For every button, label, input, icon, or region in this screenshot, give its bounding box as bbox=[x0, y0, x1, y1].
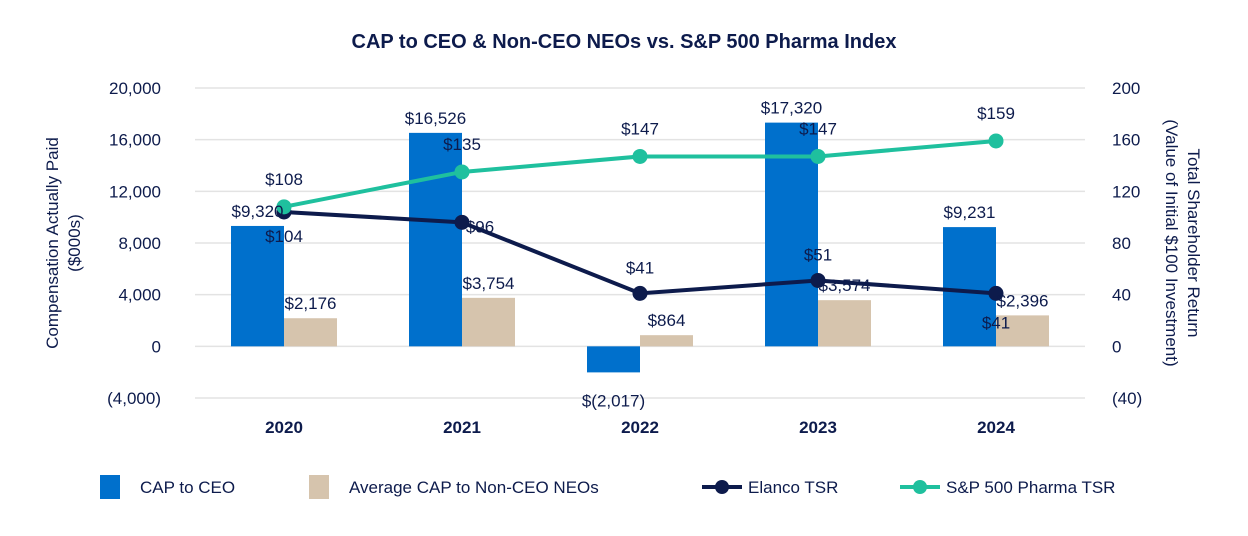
elanco-tsr-point bbox=[810, 272, 826, 288]
bar-cap-ceo bbox=[231, 225, 284, 347]
data-label-elanco-tsr: $96 bbox=[466, 217, 494, 236]
legend-marker bbox=[913, 480, 927, 494]
x-tick-label: 2020 bbox=[265, 418, 303, 437]
sp500-pharma-tsr-point bbox=[632, 148, 648, 164]
y-tick-label: 4,000 bbox=[118, 286, 161, 305]
sp500-pharma-tsr-point bbox=[988, 133, 1004, 149]
bar-cap-neo bbox=[462, 297, 515, 347]
bar-cap-ceo bbox=[943, 227, 996, 347]
legend-label: CAP to CEO bbox=[140, 478, 235, 497]
x-tick-label: 2022 bbox=[621, 418, 659, 437]
bars bbox=[231, 122, 1049, 373]
y-tick-label: (4,000) bbox=[107, 389, 161, 408]
bar-cap-neo bbox=[818, 300, 871, 347]
y-tick-label: 12,000 bbox=[109, 182, 161, 201]
legend-swatch bbox=[100, 475, 120, 499]
sp500-pharma-tsr-point bbox=[810, 148, 826, 164]
elanco-tsr-point bbox=[988, 285, 1004, 301]
chart-title: CAP to CEO & Non-CEO NEOs vs. S&P 500 Ph… bbox=[352, 31, 897, 53]
data-label-cap-ceo: $17,320 bbox=[761, 99, 822, 118]
lines bbox=[276, 133, 1004, 301]
y-tick-label: 16,000 bbox=[109, 131, 161, 150]
legend-label: Average CAP to Non-CEO NEOs bbox=[349, 478, 599, 497]
y2-tick-label: 80 bbox=[1112, 234, 1131, 253]
y-tick-label: 8,000 bbox=[118, 234, 161, 253]
y2-tick-label: 200 bbox=[1112, 79, 1140, 98]
x-tick-label: 2023 bbox=[799, 418, 837, 437]
data-labels: $9,320 $16,526 $(2,017) $17,320 $9,231 $2,176… bbox=[232, 99, 1049, 411]
bar-cap-neo bbox=[640, 335, 693, 347]
elanco-tsr-line bbox=[283, 210, 997, 296]
bar-cap-ceo bbox=[409, 132, 462, 347]
bar-cap-ceo bbox=[765, 122, 818, 347]
x-tick-label: 2024 bbox=[977, 418, 1015, 437]
data-label-sp500-tsr: $147 bbox=[799, 119, 837, 138]
legend: CAP to CEO Average CAP to Non-CEO NEOs Ela… bbox=[100, 475, 1115, 499]
sp500-pharma-tsr-point bbox=[454, 164, 470, 180]
data-label-cap-ceo: $9,231 bbox=[944, 203, 996, 222]
y-axis-right: 200 160 120 80 40 0 (40) bbox=[1112, 79, 1142, 408]
data-label-cap-neo: $864 bbox=[648, 311, 686, 330]
x-tick-label: 2021 bbox=[443, 418, 481, 437]
bar-cap-ceo bbox=[587, 346, 640, 373]
y2-tick-label: 160 bbox=[1112, 131, 1140, 150]
y2-tick-label: (40) bbox=[1112, 389, 1142, 408]
data-label-elanco-tsr: $41 bbox=[982, 313, 1010, 332]
y-axis-label-line1: Compensation Actually Paid bbox=[43, 137, 62, 349]
data-label-sp500-tsr: $159 bbox=[977, 104, 1015, 123]
y-axis-label-line2: ($000s) bbox=[65, 214, 84, 272]
data-label-sp500-tsr: $135 bbox=[443, 135, 481, 154]
bar-cap-neo bbox=[284, 318, 337, 347]
legend-label: Elanco TSR bbox=[748, 478, 838, 497]
legend-label: S&P 500 Pharma TSR bbox=[946, 478, 1115, 497]
data-label-sp500-tsr: $108 bbox=[265, 170, 303, 189]
sp500-pharma-tsr-point bbox=[276, 199, 292, 215]
data-label-cap-neo: $3,574 bbox=[819, 276, 871, 295]
elanco-tsr-point bbox=[454, 214, 470, 230]
data-label-cap-ceo: $9,320 bbox=[232, 202, 284, 221]
bar-cap-neo bbox=[996, 315, 1049, 347]
legend-marker bbox=[715, 480, 729, 494]
y2-tick-label: 120 bbox=[1112, 182, 1140, 201]
data-label-cap-ceo: $(2,017) bbox=[582, 391, 645, 410]
x-axis: 2020 2021 2022 2023 2024 bbox=[265, 418, 1015, 437]
y-tick-label: 20,000 bbox=[109, 79, 161, 98]
y2-tick-label: 40 bbox=[1112, 286, 1131, 305]
data-label-elanco-tsr: $41 bbox=[626, 258, 654, 277]
y2-axis-label-line2: (Value of Initial $100 Investment) bbox=[1162, 119, 1181, 366]
y2-axis-label-line1: Total Shareholder Return bbox=[1184, 148, 1203, 337]
data-label-cap-neo: $3,754 bbox=[463, 274, 515, 293]
y-tick-label: 0 bbox=[152, 337, 161, 356]
data-label-elanco-tsr: $104 bbox=[265, 227, 303, 246]
data-label-sp500-tsr: $147 bbox=[621, 119, 659, 138]
y-axis-left: 20,000 16,000 12,000 8,000 4,000 0 (4,000) bbox=[107, 79, 161, 408]
legend-swatch bbox=[309, 475, 329, 499]
data-label-cap-neo: $2,396 bbox=[997, 291, 1049, 310]
elanco-tsr-point bbox=[632, 285, 648, 301]
data-label-cap-neo: $2,176 bbox=[285, 294, 337, 313]
y2-tick-label: 0 bbox=[1112, 337, 1121, 356]
data-label-elanco-tsr: $51 bbox=[804, 245, 832, 264]
data-label-cap-ceo: $16,526 bbox=[405, 109, 466, 128]
